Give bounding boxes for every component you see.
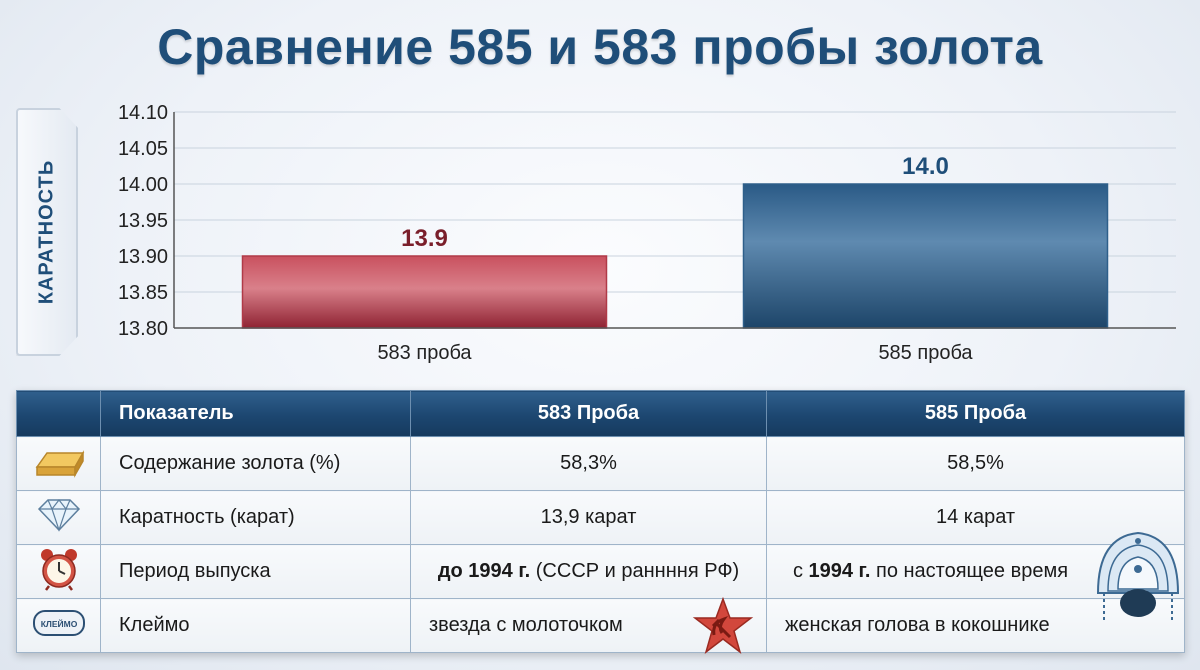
cell-585: 58,5% [766,436,1185,491]
table-header-icon [16,390,101,437]
y-tick-label: 14.00 [118,174,168,196]
diamond-icon [16,490,101,545]
bar-value-label: 13.9 [401,225,448,252]
comparison-table: Показатель 583 Проба 585 Проба Содержани… [16,390,1185,654]
y-tick-label: 13.85 [118,282,168,304]
y-tick-label: 14.05 [118,138,168,160]
bars: 13.9 583 проба 14.0 585 проба [241,153,1109,364]
y-tick-label: 13.80 [118,318,168,340]
page-title: Сравнение 585 и 583 пробы золота [157,19,1043,75]
row-label: Каратность (карат) [100,490,411,545]
cell-583: до 1994 г. (СССР и раннння РФ) [410,544,767,599]
hallmark-583-text: звезда с молоточком [429,614,623,636]
table-header-585: 585 Проба [766,390,1185,437]
period-583-bold: до 1994 г. [437,560,531,582]
bar-585 [742,183,1109,329]
y-tick-label: 13.90 [118,246,168,268]
y-axis-ticks: 13.80 13.85 13.90 13.95 14.00 14.05 14.10 [118,102,168,340]
period-583-rest: (СССР и раннння РФ) [530,560,740,582]
x-category-label: 585 проба [878,342,973,364]
table-row: Каратность (карат) 13,9 карат 14 карат [16,490,1185,545]
cell-585: с 1994 г. по настоящее время [766,531,1185,623]
bar-chart: 13.80 13.85 13.90 13.95 14.00 14.05 14.10 13.9… [118,102,1176,364]
alarm-clock-icon [16,544,101,599]
period-585-rest: по настоящее время [870,560,1069,582]
hallmark-icon-text: КЛЕЙМО [40,618,77,629]
table-row: Содержание золота (%) 58,3% 58,5% [16,436,1185,491]
table-row: Период выпуска до 1994 г. (СССР и ранннн… [16,531,1185,623]
row-label: Период выпуска [100,544,411,599]
cell-583: 58,3% [410,436,767,491]
star-hammer-sickle-icon [692,597,754,654]
x-category-label: 583 проба [377,342,472,364]
cell-585: 14 карат [766,490,1185,545]
gold-bar-icon [16,436,101,491]
y-axis-label-box [16,108,78,356]
kokoshnik-icon [1096,531,1180,623]
row-label: Клеймо [100,598,411,653]
period-585-pre: с [792,560,809,582]
table-header-row: Показатель 583 Проба 585 Проба [16,390,1185,437]
y-tick-label: 13.95 [118,210,168,232]
table-row: КЛЕЙМО Клеймо звезда с молоточком женска… [16,597,1185,654]
table-header-indicator: Показатель [100,390,411,437]
period-585-bold: 1994 г. [808,560,871,582]
y-tick-label: 14.10 [118,102,168,124]
cell-585: женская голова в кокошнике [766,598,1185,653]
cell-583: 13,9 карат [410,490,767,545]
bar-value-label: 14.0 [902,153,949,180]
cell-583: звезда с молоточком [410,597,767,654]
row-label: Содержание золота (%) [100,436,411,491]
hallmark-icon: КЛЕЙМО [16,598,101,653]
table-header-583: 583 Проба [410,390,767,437]
bar-583 [241,255,608,329]
